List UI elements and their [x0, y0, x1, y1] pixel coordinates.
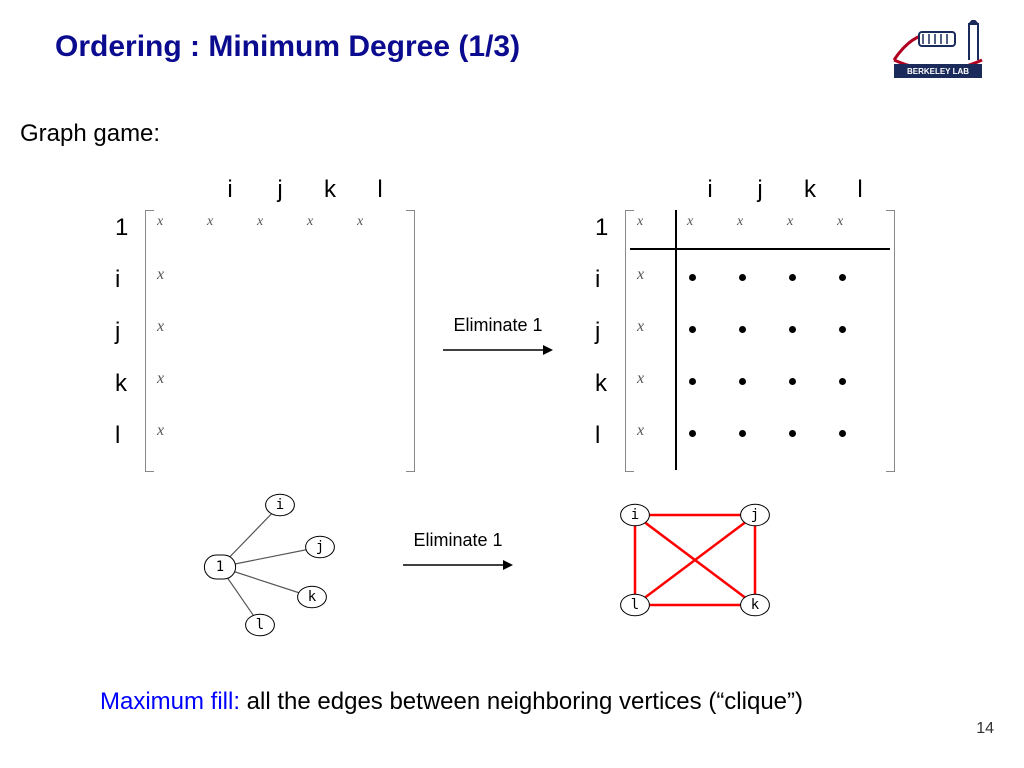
- fill-dot: [839, 430, 846, 437]
- matrix-x: x: [157, 214, 163, 230]
- fill-dot: [689, 378, 696, 385]
- fill-dot: [689, 274, 696, 281]
- fill-dot: [689, 430, 696, 437]
- graph-node-label: 1: [216, 559, 224, 575]
- arrow-label-1: Eliminate 1: [438, 315, 558, 336]
- row-label: j: [595, 318, 600, 370]
- matrix-x: x: [357, 214, 363, 230]
- berkeley-lab-logo: BERKELEY LAB: [884, 20, 1004, 95]
- fill-dot: [739, 326, 746, 333]
- row-label: k: [115, 370, 127, 422]
- fill-dot: [789, 274, 796, 281]
- graph-node-label: k: [308, 589, 317, 605]
- slide-title: Ordering : Minimum Degree (1/3): [55, 30, 520, 64]
- slide: Ordering : Minimum Degree (1/3) BERKELEY…: [0, 0, 1024, 768]
- fill-dot: [839, 378, 846, 385]
- matrix-x: x: [637, 422, 644, 440]
- col-label: i: [205, 176, 255, 204]
- matrix-x: x: [157, 422, 164, 440]
- matrix-x: x: [687, 214, 693, 230]
- matrix-x: x: [157, 318, 164, 336]
- row-label: l: [595, 422, 600, 474]
- subtitle: Graph game:: [20, 120, 160, 148]
- page-number: 14: [976, 720, 994, 738]
- col-label: k: [305, 176, 355, 204]
- matrix-x: x: [157, 266, 164, 284]
- graph-node-label: j: [316, 539, 324, 555]
- row-label: i: [595, 266, 600, 318]
- matrix-x: x: [637, 266, 644, 284]
- row-label: l: [115, 422, 120, 474]
- col-label: i: [685, 176, 735, 204]
- col-label: j: [255, 176, 305, 204]
- matrix-x: x: [257, 214, 263, 230]
- arrow-label-2: Eliminate 1: [398, 530, 518, 551]
- bracket-right-icon: [406, 210, 415, 472]
- eliminate-arrow-1: Eliminate 1: [438, 315, 558, 365]
- matrix-left: ijkl 1ijkl xxxxxxxxx: [145, 210, 415, 470]
- graph-node-label: i: [631, 507, 639, 523]
- title-text: Ordering : Minimum Degree (1/3): [55, 30, 520, 63]
- col-label: j: [735, 176, 785, 204]
- graph-star: i j 1 k l: [205, 490, 355, 640]
- fill-dot: [789, 378, 796, 385]
- col-label: l: [355, 176, 405, 204]
- matrix-x: x: [637, 370, 644, 388]
- footer-rest: all the edges between neighboring vertic…: [240, 688, 803, 715]
- graph-clique: i j l k: [620, 500, 780, 620]
- fill-dot: [739, 378, 746, 385]
- matrix-x: x: [637, 318, 644, 336]
- matrix-x: x: [837, 214, 843, 230]
- fill-dot: [789, 326, 796, 333]
- row-label: i: [115, 266, 120, 318]
- matrix-x: x: [737, 214, 743, 230]
- footer-text: Maximum fill: all the edges between neig…: [100, 688, 803, 716]
- graph-node-label: i: [276, 497, 284, 513]
- fill-dot: [739, 430, 746, 437]
- col-label: k: [785, 176, 835, 204]
- row-label: 1: [595, 214, 608, 266]
- eliminate-arrow-2: Eliminate 1: [398, 530, 518, 580]
- col-label: l: [835, 176, 885, 204]
- matrix-x: x: [307, 214, 313, 230]
- matrix-right: ijkl 1ijkl xxxxxxxxx: [625, 210, 895, 470]
- fill-dot: [789, 430, 796, 437]
- fill-dot: [839, 326, 846, 333]
- row-label: k: [595, 370, 607, 422]
- bracket-left-icon: [145, 210, 154, 472]
- matrix-x: x: [207, 214, 213, 230]
- fill-dot: [739, 274, 746, 281]
- fill-dot: [689, 326, 696, 333]
- graph-node-label: l: [256, 617, 264, 633]
- logo-label: BERKELEY LAB: [907, 67, 969, 76]
- row-label: j: [115, 318, 120, 370]
- matrix-x: x: [157, 370, 164, 388]
- eliminated-col-line: [675, 210, 677, 470]
- matrix-x: x: [787, 214, 793, 230]
- footer-highlight: Maximum fill:: [100, 688, 240, 715]
- fill-dot: [839, 274, 846, 281]
- eliminated-row-line: [630, 248, 890, 250]
- row-label: 1: [115, 214, 128, 266]
- matrix-x: x: [637, 214, 643, 230]
- graph-node-label: l: [631, 597, 639, 613]
- graph-node-label: k: [751, 597, 760, 613]
- graph-node-label: j: [751, 507, 759, 523]
